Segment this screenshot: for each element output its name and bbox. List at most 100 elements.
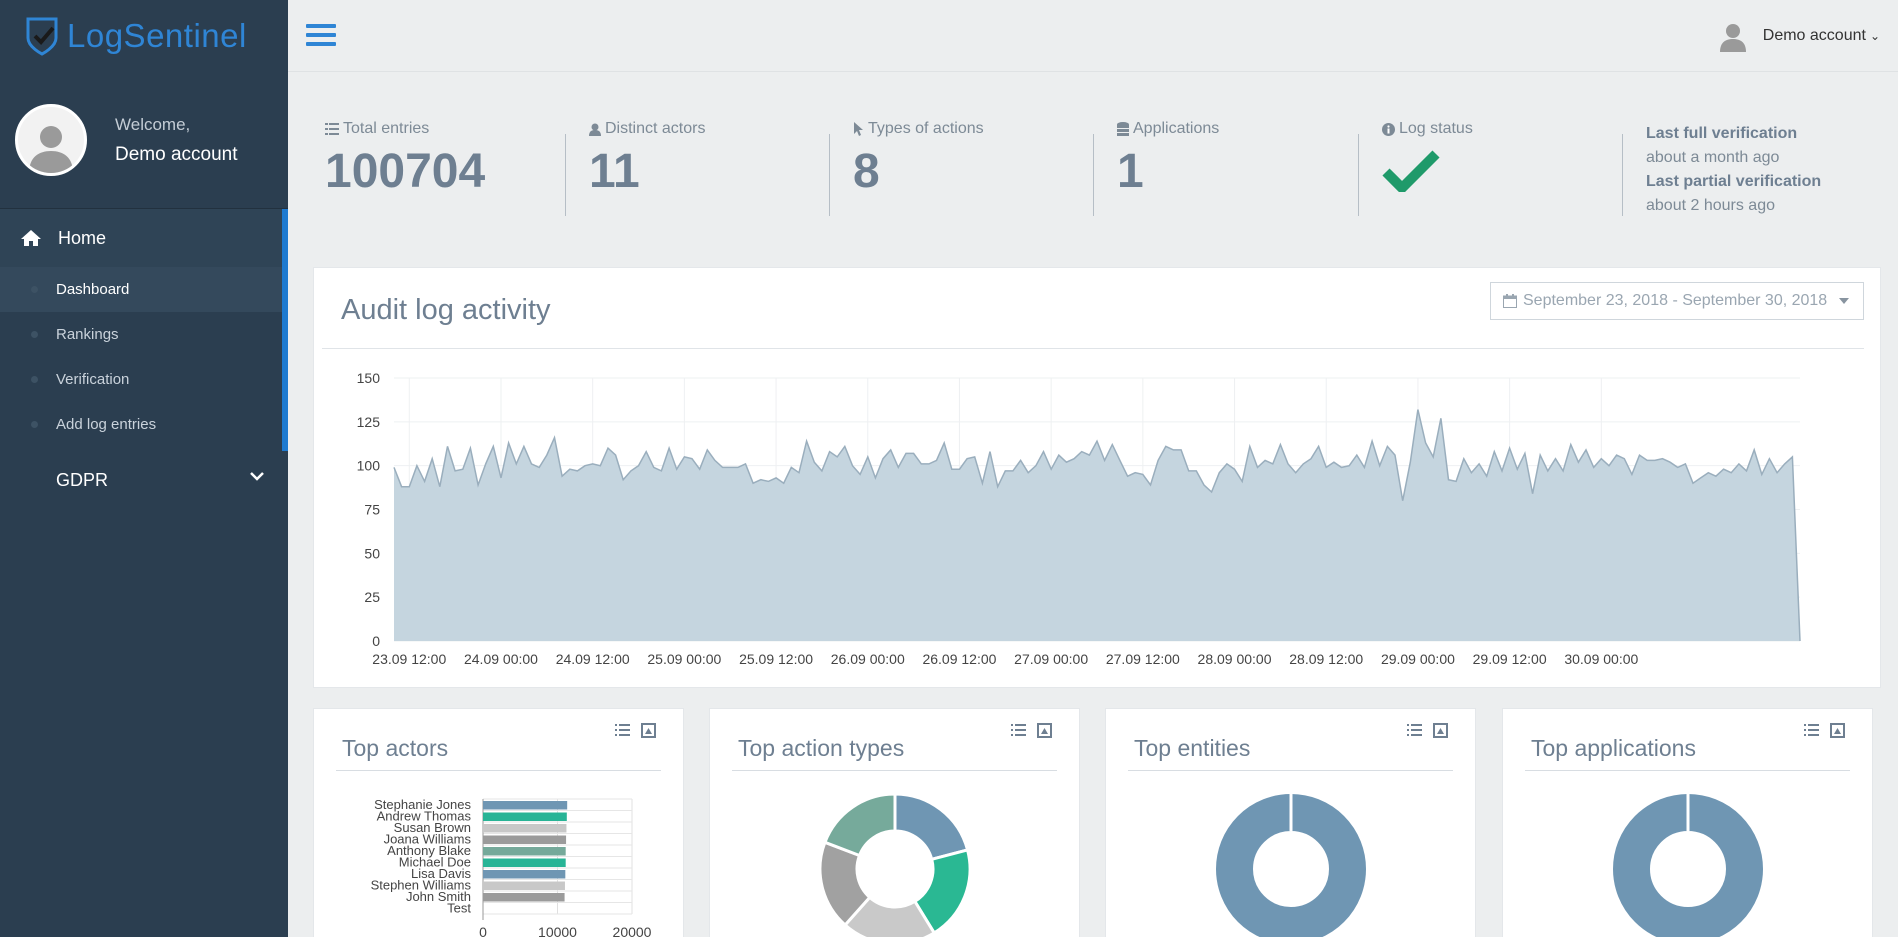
top-action-types-chart: [818, 792, 972, 937]
top-bar: Demo account ⌄: [288, 0, 1898, 72]
sidebar-item-label: GDPR: [56, 469, 109, 490]
divider: [565, 134, 566, 216]
stat-log-status: Log status: [1382, 120, 1473, 197]
stat-label: Total entries: [343, 120, 430, 137]
sidebar-item-verification[interactable]: Verification: [0, 357, 282, 402]
user-avatar-icon: [1719, 24, 1746, 52]
bar: [483, 893, 565, 902]
list-view-icon[interactable]: [1011, 723, 1027, 739]
sidebar: LogSentinel Welcome, Demo account Home D…: [0, 0, 288, 937]
divider: [1622, 134, 1623, 216]
bar: [483, 881, 565, 890]
bullet-icon: [31, 286, 38, 293]
last-partial-verification-label: Last partial verification: [1646, 173, 1822, 190]
list-icon: [325, 123, 339, 135]
stat-distinct-actors: Distinct actors 11: [589, 120, 705, 199]
chart-view-icon[interactable]: [1037, 723, 1053, 739]
bar: [483, 858, 566, 867]
welcome-text: Welcome,: [115, 114, 191, 134]
top-actors-panel: Top actors 0 10000 20000 Stephanie Jones And…: [313, 708, 684, 937]
list-view-icon[interactable]: [615, 723, 631, 739]
divider: [1128, 770, 1453, 771]
sidebar-item-dashboard[interactable]: Dashboard: [0, 267, 282, 312]
category-label: Stephen Williams: [371, 878, 472, 893]
pie-slice: [822, 792, 897, 858]
divider: [829, 134, 830, 216]
stat-label: Log status: [1399, 120, 1473, 137]
x-tick-label: 24.09 00:00: [464, 651, 538, 667]
chart-view-icon[interactable]: [1433, 723, 1449, 739]
chart-view-icon[interactable]: [641, 723, 657, 739]
avatar: [15, 104, 87, 176]
panel-title: Audit log activity: [341, 294, 551, 326]
audit-activity-chart: 0 25 50 75 100 125 150 23.09 12:00 24.09 00:00 24…: [357, 370, 1801, 667]
stat-total-entries: Total entries 100704: [325, 120, 485, 199]
x-tick-label: 27.09 00:00: [1014, 651, 1088, 667]
last-full-verification-value: about a month ago: [1646, 149, 1780, 166]
divider: [1525, 770, 1850, 771]
account-menu[interactable]: Demo account ⌄: [1717, 20, 1880, 52]
stats-row: Total entries 100704 Distinct actors 11 …: [325, 120, 1885, 220]
bullet-icon: [31, 376, 38, 383]
sidebar-item-label: Dashboard: [56, 281, 130, 298]
x-tick-label: 20000: [613, 924, 652, 937]
list-view-icon[interactable]: [1407, 723, 1423, 739]
user-silhouette-icon: [29, 126, 73, 173]
logo[interactable]: LogSentinel: [0, 0, 288, 72]
sidebar-item-label: Home: [58, 227, 107, 248]
date-range-picker[interactable]: September 23, 2018 - September 30, 2018: [1490, 282, 1864, 320]
sidebar-item-label: Verification: [56, 371, 130, 388]
sidebar-item-gdpr[interactable]: GDPR: [0, 451, 288, 509]
stat-label: Distinct actors: [605, 120, 706, 137]
sidebar-item-rankings[interactable]: Rankings: [0, 312, 282, 357]
divider: [336, 770, 661, 771]
list-view-icon[interactable]: [1804, 723, 1820, 739]
x-tick-label: 28.09 00:00: [1198, 651, 1272, 667]
stat-value: 100704: [325, 145, 486, 198]
category-label: Andrew Thomas: [377, 809, 472, 824]
x-tick-label: 29.09 00:00: [1381, 651, 1455, 667]
bullet-icon: [31, 421, 38, 428]
top-action-types-panel: Top action types: [709, 708, 1080, 937]
user-icon: [589, 123, 601, 136]
line-series: [393, 409, 1801, 642]
menu-toggle-icon[interactable]: [306, 24, 336, 48]
chevron-down-icon: ⌄: [1869, 29, 1880, 43]
chart-view-icon[interactable]: [1830, 723, 1846, 739]
calendar-icon: [1503, 294, 1517, 308]
category-label: Lisa Davis: [411, 866, 471, 881]
sidebar-item-home[interactable]: Home: [0, 209, 288, 267]
sidebar-item-add-log-entries[interactable]: Add log entries: [0, 402, 282, 447]
last-full-verification-label: Last full verification: [1646, 125, 1798, 142]
panel-title: Top action types: [738, 735, 905, 761]
category-label: John Smith: [406, 889, 471, 904]
category-label: Joana Williams: [384, 832, 472, 847]
top-applications-chart: [1613, 794, 1763, 937]
user-name: Demo account: [115, 143, 238, 165]
divider: [732, 770, 1057, 771]
bar: [483, 870, 566, 879]
top-entities-chart: [1216, 794, 1366, 937]
checkmark-icon: [1382, 150, 1440, 196]
bullet-icon: [31, 331, 38, 338]
x-tick-label: 25.09 00:00: [647, 651, 721, 667]
bar: [483, 847, 566, 856]
divider: [1093, 134, 1094, 216]
x-tick-label: 26.09 00:00: [831, 651, 905, 667]
chevron-down-icon: [250, 472, 264, 481]
category-label: Michael Doe: [399, 855, 471, 870]
x-tick-label: 10000: [538, 924, 577, 937]
y-tick-label: 25: [364, 589, 380, 605]
stat-label: Types of actions: [868, 120, 984, 137]
category-label: Test: [447, 901, 471, 916]
x-tick-label: 27.09 12:00: [1106, 651, 1180, 667]
category-label: Susan Brown: [394, 820, 471, 835]
divider: [322, 348, 1864, 349]
top-applications-panel: Top applications: [1502, 708, 1873, 937]
home-subnav: Dashboard Rankings Verification Add log …: [0, 267, 288, 451]
bar: [483, 801, 568, 810]
stat-applications: Applications 1: [1117, 120, 1219, 199]
verification-info: Last full verification about a month ago…: [1646, 122, 1821, 218]
caret-down-icon: [1839, 298, 1849, 304]
pointer-icon: [854, 122, 863, 136]
